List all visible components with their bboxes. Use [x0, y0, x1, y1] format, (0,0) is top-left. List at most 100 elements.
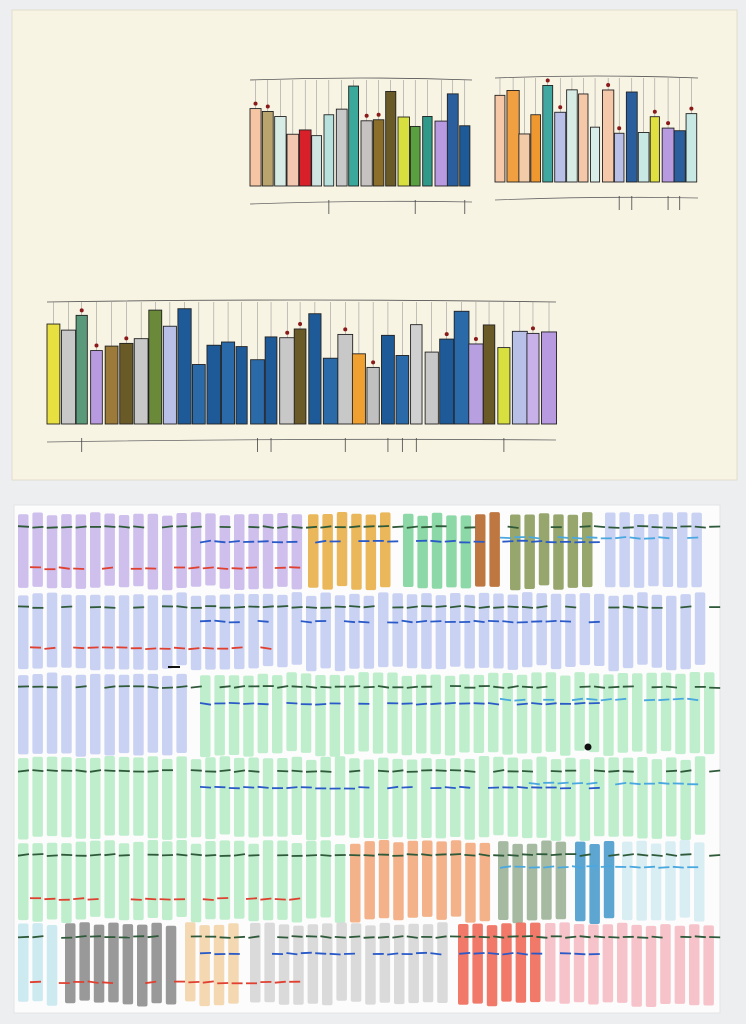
dash-line — [478, 605, 490, 609]
color-stroke — [277, 758, 288, 837]
color-stroke — [632, 673, 643, 752]
color-stroke — [277, 513, 288, 587]
color-stroke — [510, 514, 521, 591]
dash-line — [521, 853, 534, 856]
color-stroke — [516, 674, 528, 754]
color-stroke — [18, 675, 29, 755]
dash-line — [387, 952, 399, 956]
dash-line — [118, 854, 130, 857]
color-stroke — [406, 594, 418, 669]
color-stroke — [306, 595, 317, 672]
color-stroke — [322, 923, 333, 1006]
color-stroke — [90, 594, 101, 671]
color-stroke — [435, 759, 447, 839]
bottom-rule-line — [494, 196, 699, 201]
color-stroke — [579, 593, 591, 666]
color-stroke — [147, 673, 159, 753]
color-stroke — [248, 594, 259, 669]
color-stroke — [133, 841, 144, 921]
dash-line — [401, 786, 413, 789]
color-stroke — [336, 922, 347, 1001]
dash-line — [161, 525, 174, 529]
book-bar — [322, 357, 339, 425]
color-stroke — [344, 675, 355, 755]
dash-line — [665, 685, 678, 689]
color-stroke — [118, 595, 130, 670]
dash-line — [377, 525, 390, 528]
dash-line — [473, 619, 485, 623]
dash-line — [176, 685, 188, 689]
dash-line — [315, 952, 327, 955]
color-stroke — [46, 756, 58, 837]
dash-line — [536, 605, 548, 609]
color-stroke — [675, 673, 686, 755]
color-stroke — [378, 757, 389, 840]
dash-line — [188, 981, 200, 984]
color-stroke — [617, 673, 629, 753]
dash-line — [349, 605, 361, 608]
dash-line — [464, 854, 476, 857]
dash-line — [421, 853, 433, 857]
dash-line — [300, 951, 312, 955]
color-stroke — [394, 924, 405, 1005]
color-stroke — [133, 513, 144, 587]
dot-mark — [530, 326, 535, 331]
dash-line — [305, 606, 318, 609]
dash-line — [89, 853, 102, 857]
top-rule-line — [494, 75, 699, 79]
dash-line — [615, 697, 627, 701]
dash-line — [521, 935, 534, 938]
dash-line — [579, 853, 591, 857]
dash-line — [579, 935, 591, 939]
dash-line — [499, 536, 512, 539]
book-bar — [337, 333, 354, 425]
book-bar — [249, 108, 262, 187]
book-bar — [46, 323, 61, 425]
dash-line — [593, 935, 606, 939]
color-stroke — [205, 757, 216, 840]
color-stroke — [75, 674, 87, 757]
dash-line — [199, 619, 212, 623]
color-stroke — [401, 675, 413, 756]
dash-line — [233, 853, 246, 857]
color-stroke — [430, 674, 441, 755]
dash-line — [58, 566, 70, 570]
dash-line — [44, 897, 56, 901]
dash-line — [507, 605, 519, 609]
dash-line — [387, 785, 399, 790]
color-stroke — [213, 924, 225, 1006]
color-stroke — [680, 759, 691, 840]
color-stroke — [329, 674, 341, 757]
color-stroke — [478, 756, 490, 838]
dash-line — [358, 786, 370, 789]
color-stroke — [608, 595, 619, 672]
color-stroke — [651, 594, 663, 668]
dash-line — [277, 605, 289, 608]
dash-line — [672, 697, 684, 701]
color-stroke — [560, 675, 571, 756]
color-stroke — [262, 840, 274, 921]
dash-line — [521, 685, 534, 689]
dash-line — [557, 866, 569, 869]
dash-line — [233, 606, 246, 609]
dash-line — [87, 980, 99, 984]
dash-line — [658, 866, 670, 869]
color-stroke — [61, 514, 72, 588]
dash-line — [17, 769, 30, 773]
dash-line — [415, 702, 428, 706]
dash-line — [248, 526, 260, 529]
dash-line — [493, 935, 505, 939]
color-stroke — [431, 512, 443, 589]
dash-line — [665, 769, 678, 773]
color-stroke — [234, 514, 245, 590]
dot-mark — [444, 332, 449, 337]
color-stroke — [379, 922, 391, 1003]
dash-line — [392, 525, 404, 529]
color-stroke — [489, 512, 500, 587]
dash-line — [487, 952, 500, 955]
dash-line — [89, 769, 102, 773]
color-stroke — [320, 756, 331, 838]
book-bar — [685, 113, 698, 183]
color-stroke — [493, 756, 504, 836]
